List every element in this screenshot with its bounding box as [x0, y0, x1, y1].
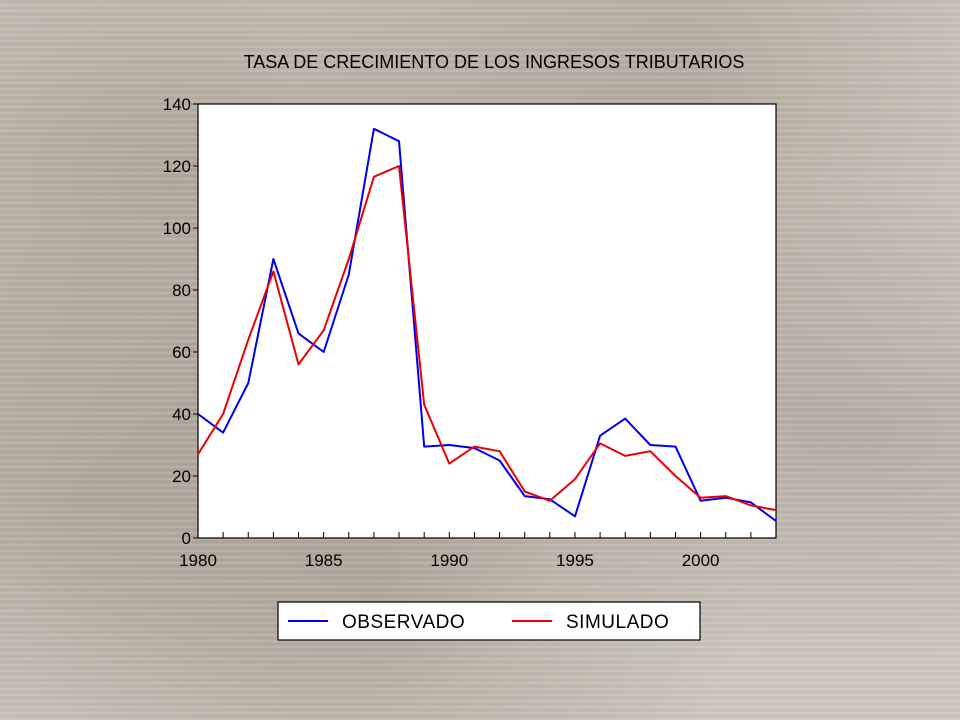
x-tick-label: 1995 [556, 551, 594, 570]
x-axis: 1980 1985 1990 1995 2000 [179, 532, 777, 570]
series-lines [197, 127, 777, 522]
y-tick-label: 0 [182, 529, 191, 548]
x-tick-label: 1980 [179, 551, 217, 570]
x-tick-label: 2000 [682, 551, 720, 570]
series-line-simulado [197, 165, 777, 512]
legend-box [277, 601, 701, 641]
series-line-observado [197, 127, 777, 522]
legend-label-observado: OBSERVADO [342, 612, 465, 633]
legend-label-simulado: SIMULADO [566, 612, 669, 633]
x-tick-label: 1990 [430, 551, 468, 570]
legend: OBSERVADO SIMULADO [277, 601, 701, 641]
y-tick-label: 60 [172, 343, 191, 362]
y-tick-label: 20 [172, 467, 191, 486]
x-tick-label: 1985 [305, 551, 343, 570]
plot-area [197, 103, 777, 539]
y-tick-label: 40 [172, 405, 191, 424]
y-axis: 0 20 40 60 80 100 120 140 [163, 95, 198, 548]
y-tick-label: 80 [172, 281, 191, 300]
y-tick-label: 120 [163, 157, 191, 176]
y-tick-label: 140 [163, 95, 191, 114]
chart-title: TASA DE CRECIMIENTO DE LOS INGRESOS TRIB… [244, 52, 745, 72]
y-tick-label: 100 [163, 219, 191, 238]
